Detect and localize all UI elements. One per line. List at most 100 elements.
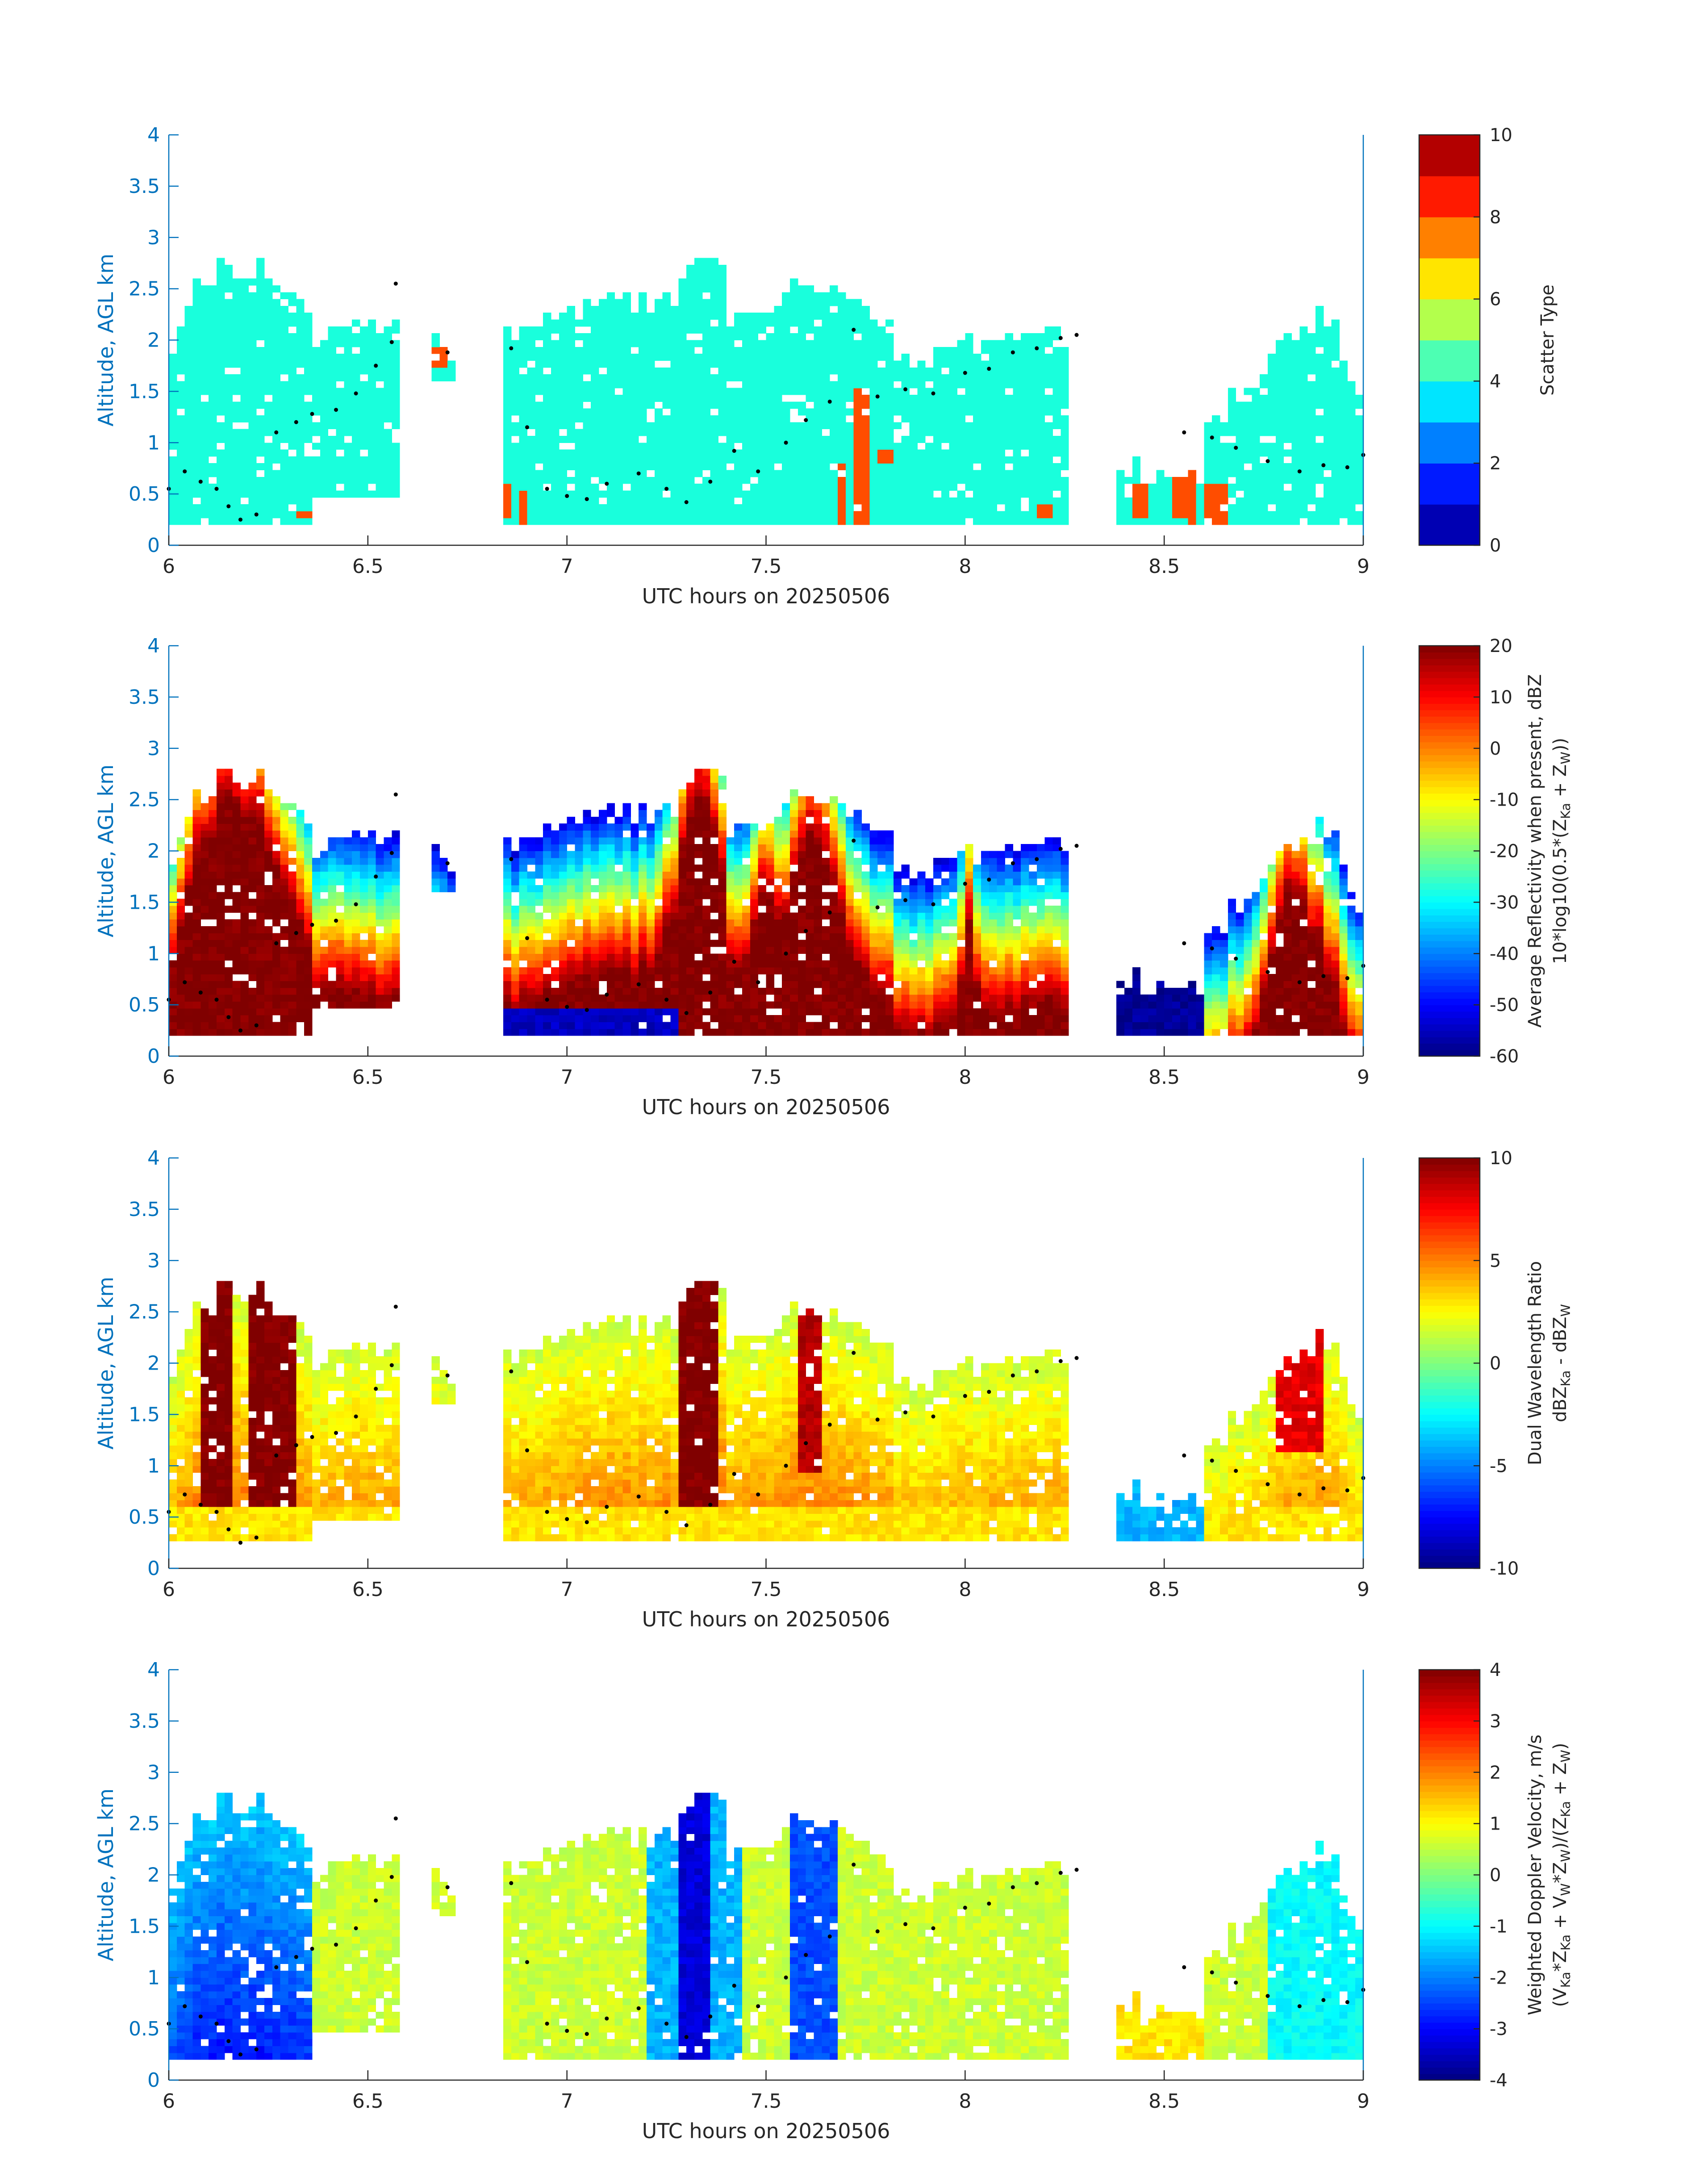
heatmap-cell	[217, 497, 225, 505]
heatmap-cell	[806, 368, 814, 375]
heatmap-cell	[241, 401, 249, 409]
heatmap-cell	[511, 429, 519, 436]
heatmap-cell	[368, 429, 376, 436]
heatmap-cell	[177, 463, 185, 470]
heatmap-cell	[392, 401, 400, 409]
heatmap-cell	[678, 285, 686, 292]
heatmap-cell	[663, 374, 671, 381]
heatmap-cell	[838, 292, 846, 299]
heatmap-cell	[814, 497, 822, 505]
heatmap-cell	[384, 443, 392, 450]
heatmap-cell	[671, 368, 679, 375]
heatmap-cell	[280, 436, 288, 443]
heatmap-cell	[256, 347, 264, 354]
heatmap-cell	[567, 374, 575, 381]
heatmap-cell	[272, 340, 280, 347]
heatmap-cell	[694, 265, 702, 272]
heatmap-cell	[862, 511, 870, 518]
heatmap-cell	[790, 388, 798, 395]
heatmap-cell	[694, 456, 702, 464]
heatmap-cell	[217, 477, 225, 484]
heatmap-cell	[591, 354, 599, 361]
heatmap-cell	[376, 450, 384, 457]
heatmap-cell	[766, 491, 774, 498]
heatmap-cell	[312, 381, 320, 388]
heatmap-cell	[718, 340, 727, 347]
heatmap-cell	[607, 436, 615, 443]
heatmap-cell	[559, 504, 567, 511]
heatmap-cell	[320, 401, 328, 409]
heatmap-cell	[734, 491, 742, 498]
heatmap-cell	[233, 285, 241, 292]
heatmap-cell	[782, 326, 790, 334]
heatmap-cell	[758, 504, 766, 511]
heatmap-cell	[806, 306, 814, 313]
heatmap-cell	[639, 409, 647, 416]
heatmap-cell	[296, 518, 304, 525]
heatmap-cell	[710, 401, 718, 409]
heatmap-cell	[798, 422, 806, 429]
heatmap-cell	[623, 326, 631, 334]
heatmap-cell	[710, 381, 718, 388]
heatmap-cell	[288, 518, 296, 525]
heatmap-cell	[830, 409, 838, 416]
heatmap-cell	[774, 484, 782, 491]
heatmap-cell	[543, 491, 551, 498]
heatmap-cell	[607, 313, 615, 320]
heatmap-cell	[233, 409, 241, 416]
heatmap-cell	[583, 436, 591, 443]
heatmap-cell	[575, 381, 583, 388]
heatmap-cell	[726, 326, 734, 334]
heatmap-cell	[798, 518, 806, 525]
heatmap-cell	[686, 436, 694, 443]
heatmap-cell	[814, 361, 822, 368]
heatmap-cell	[304, 463, 312, 470]
heatmap-cell	[304, 374, 312, 381]
heatmap-cell	[256, 326, 264, 334]
heatmap-cell	[862, 415, 870, 422]
heatmap-cell	[336, 326, 344, 334]
heatmap-cell	[575, 484, 583, 491]
heatmap-cell	[862, 504, 870, 511]
heatmap-cell	[862, 443, 870, 450]
heatmap-cell	[241, 443, 249, 450]
heatmap-cell	[312, 470, 320, 477]
heatmap-cell	[551, 415, 559, 422]
heatmap-cell	[336, 429, 344, 436]
heatmap-cell	[575, 409, 583, 416]
heatmap-cell	[551, 497, 559, 505]
heatmap-cell	[647, 401, 655, 409]
heatmap-cell	[710, 292, 718, 299]
heatmap-cell	[264, 477, 272, 484]
heatmap-cell	[702, 368, 710, 375]
heatmap-cell	[344, 354, 352, 361]
heatmap-cell	[169, 395, 177, 402]
heatmap-cell	[599, 429, 607, 436]
heatmap-cell	[862, 381, 870, 388]
heatmap-cell	[750, 456, 758, 464]
heatmap-cell	[248, 354, 256, 361]
heatmap-cell	[193, 470, 201, 477]
heatmap-cell	[543, 326, 551, 334]
heatmap-cell	[225, 299, 233, 306]
heatmap-cell	[694, 422, 702, 429]
heatmap-cell	[503, 511, 511, 518]
heatmap-cell	[758, 395, 766, 402]
heatmap-cell	[814, 429, 822, 436]
heatmap-cell	[822, 347, 830, 354]
heatmap-cell	[551, 361, 559, 368]
heatmap-cell	[248, 497, 256, 505]
heatmap-cell	[814, 409, 822, 416]
heatmap-cell	[790, 401, 798, 409]
heatmap-cell	[583, 368, 591, 375]
heatmap-cell	[830, 436, 838, 443]
heatmap-cell	[304, 326, 312, 334]
heatmap-cell	[193, 374, 201, 381]
heatmap-cell	[710, 415, 718, 422]
heatmap-cell	[718, 354, 727, 361]
heatmap-cell	[288, 299, 296, 306]
heatmap-cell	[678, 456, 686, 464]
heatmap-cell	[750, 463, 758, 470]
heatmap-cell	[280, 347, 288, 354]
heatmap-cell	[296, 313, 304, 320]
